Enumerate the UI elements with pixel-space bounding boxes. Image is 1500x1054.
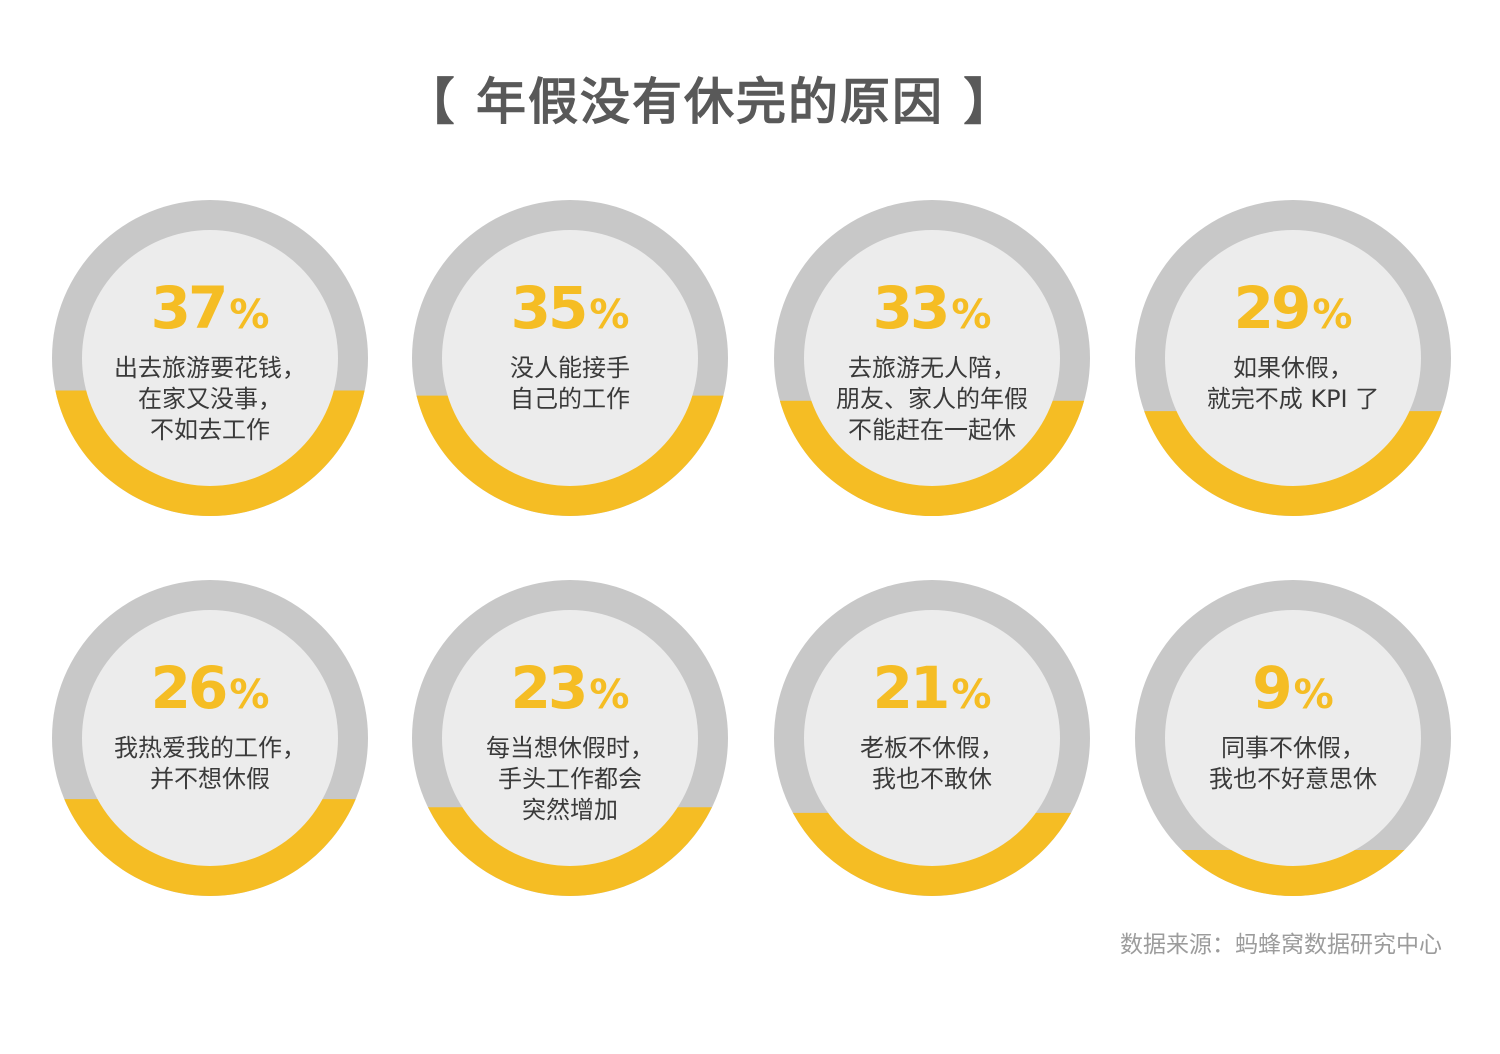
donut-hole	[1165, 230, 1421, 486]
percent-label: 23%	[511, 654, 630, 722]
donut-value-segment	[1181, 850, 1405, 897]
percent-value: 26	[151, 654, 226, 722]
reason-text-line: 手头工作都会	[498, 765, 642, 793]
donut-group: 21 % 老板不休假， 我也不敢休	[774, 580, 1090, 897]
percent-value: 23	[511, 654, 586, 722]
reason-text-line: 我热爱我的工作，	[114, 734, 306, 762]
donut-hole	[442, 610, 698, 866]
reason-text-line: 突然增加	[522, 796, 618, 824]
reason-text-line: 自己的工作	[510, 385, 630, 413]
percent-unit: %	[229, 292, 269, 338]
donut-group: 26 % 我热爱我的工作， 并不想休假	[52, 580, 368, 897]
percent-value: 9	[1252, 654, 1289, 722]
percent-value: 29	[1234, 274, 1309, 342]
donut-hole	[1165, 610, 1421, 866]
percent-label: 33%	[873, 274, 992, 342]
percent-unit: %	[1312, 292, 1352, 338]
reason-text-line: 出去旅游要花钱，	[114, 354, 306, 382]
page-title: 【 年假没有休完的原因 】	[404, 73, 1016, 131]
reason-text-line: 去旅游无人陪，	[848, 354, 1016, 382]
donut-hole	[82, 230, 338, 486]
donut-hole	[804, 230, 1060, 486]
donut-group: 29 % 如果休假， 就完不成 KPI 了	[1135, 200, 1451, 517]
percent-unit: %	[589, 292, 629, 338]
percent-value: 21	[873, 654, 948, 722]
reason-text-line: 不如去工作	[150, 416, 270, 444]
percent-label: 37%	[151, 274, 270, 342]
percent-label: 21%	[873, 654, 992, 722]
percent-label: 29%	[1234, 274, 1353, 342]
reason-text-line: 并不想休假	[150, 765, 270, 793]
percent-value: 37	[151, 274, 226, 342]
reason-text-line: 不能赶在一起休	[848, 416, 1016, 444]
reason-text-line: 如果休假，	[1233, 354, 1353, 382]
reason-text-line: 同事不休假，	[1221, 734, 1365, 762]
percent-unit: %	[589, 672, 629, 718]
donut-hole	[82, 610, 338, 866]
percent-unit: %	[229, 672, 269, 718]
donut-hole	[442, 230, 698, 486]
percent-label: 35%	[511, 274, 630, 342]
percent-unit: %	[951, 292, 991, 338]
reason-text-line: 在家又没事，	[138, 385, 282, 413]
reason-text-line: 我也不好意思休	[1209, 765, 1377, 793]
percent-value: 35	[511, 274, 586, 342]
percent-value: 33	[873, 274, 948, 342]
percent-unit: %	[951, 672, 991, 718]
percent-label: 26%	[151, 654, 270, 722]
reason-text-line: 就完不成 KPI 了	[1207, 385, 1380, 413]
percent-label: 9%	[1252, 654, 1333, 722]
percent-unit: %	[1294, 672, 1334, 718]
reason-text-line: 我也不敢休	[872, 765, 992, 793]
reason-text-line: 每当想休假时，	[486, 734, 654, 762]
donut-group: 37 % 出去旅游要花钱， 在家又没事， 不如去工作	[52, 200, 368, 516]
reason-text-line: 老板不休假，	[860, 734, 1004, 762]
data-source-note: 数据来源：蚂蜂窝数据研究中心	[1120, 932, 1442, 958]
reason-text-line: 没人能接手	[510, 354, 630, 382]
donut-hole	[804, 610, 1060, 866]
donut-group: 9 % 同事不休假， 我也不好意思休	[1135, 580, 1451, 897]
reason-text-line: 朋友、家人的年假	[836, 385, 1028, 413]
